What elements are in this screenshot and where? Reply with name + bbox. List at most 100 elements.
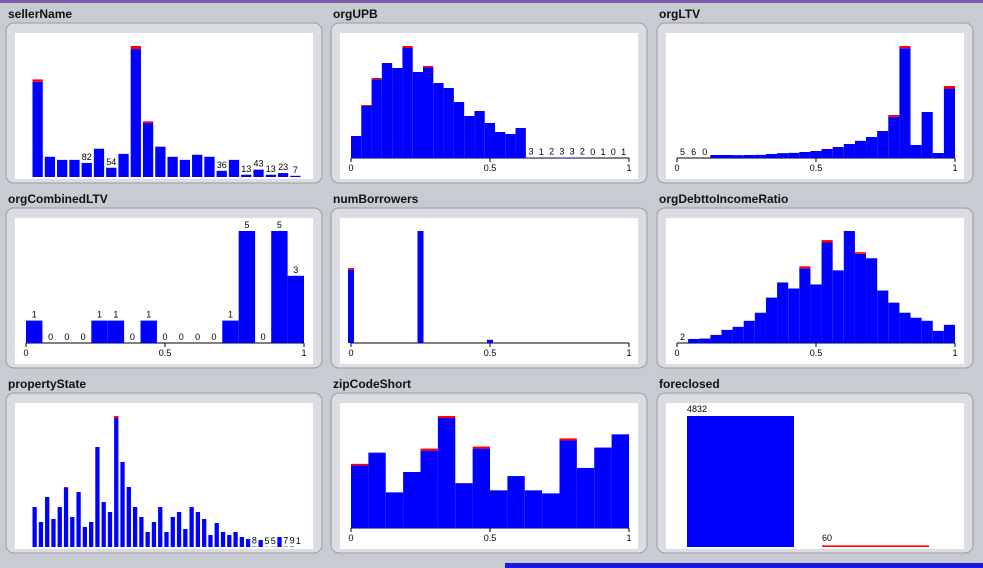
bar-segment	[402, 46, 413, 48]
bar-segment	[484, 123, 496, 158]
window-border	[0, 0, 983, 3]
bar-label: 5	[244, 220, 249, 230]
bar-segment	[142, 123, 154, 177]
bar-segment	[192, 154, 203, 177]
bar-segment	[788, 288, 800, 343]
bar-segment	[361, 106, 372, 158]
bar-segment	[32, 507, 37, 547]
x-tick-label: 0.5	[484, 348, 497, 358]
bar-segment	[106, 167, 117, 177]
bar-segment	[130, 49, 141, 177]
bar-segment	[348, 268, 354, 270]
bar-label: 5	[277, 220, 282, 230]
bar-segment	[810, 151, 822, 158]
bar-segment	[559, 438, 577, 441]
bar-segment	[114, 416, 119, 418]
x-tick-label: 0	[674, 163, 679, 173]
bar-segment	[899, 48, 911, 158]
bar-segment	[176, 512, 182, 547]
bar-label: 0	[162, 332, 167, 342]
bar-segment	[888, 115, 900, 117]
bar-segment	[202, 519, 207, 547]
bar-segment	[710, 155, 722, 158]
bar-segment	[743, 320, 755, 343]
bar-segment	[433, 83, 444, 158]
bar-label: 3	[559, 147, 564, 157]
bar-segment	[130, 46, 141, 50]
bar-label: 43	[254, 159, 264, 169]
bar-segment	[525, 157, 537, 158]
bar-segment	[507, 476, 525, 528]
bar-segment	[70, 517, 75, 547]
x-tick-label: 0.5	[810, 348, 823, 358]
bar-segment	[843, 144, 855, 158]
bar-segment	[239, 537, 244, 547]
bar-segment	[245, 539, 251, 547]
bar-label: 2	[680, 332, 685, 342]
bar-label: 0	[179, 332, 184, 342]
bar-segment	[821, 240, 833, 243]
bar	[822, 545, 929, 547]
bar-segment	[57, 507, 62, 547]
bar-segment	[474, 111, 485, 158]
bar-label: 0	[48, 332, 53, 342]
bar-segment	[799, 152, 811, 158]
bar-label: 13	[266, 164, 276, 174]
bar-segment	[287, 275, 304, 343]
panel-title: propertyState	[8, 377, 86, 391]
bar-segment	[132, 507, 138, 547]
bar-segment	[799, 268, 811, 343]
bar-segment	[765, 297, 778, 343]
bar-segment	[721, 155, 733, 158]
x-tick-label: 1	[952, 348, 957, 358]
bar-segment	[854, 252, 867, 254]
bar-segment	[63, 487, 69, 488]
bar-label: 3	[528, 147, 533, 157]
bar-segment	[832, 147, 844, 158]
bar-segment	[69, 159, 80, 177]
bar-segment	[38, 522, 44, 547]
bar-label: 7	[293, 165, 298, 175]
bar-segment	[402, 48, 413, 158]
bar-segment	[594, 447, 612, 528]
bar-segment	[932, 153, 944, 158]
bar-segment	[139, 517, 144, 547]
bottom-strip	[505, 563, 983, 568]
bar-segment	[222, 320, 239, 343]
bar-segment	[403, 472, 421, 528]
bar-segment	[437, 418, 456, 528]
bar-segment	[699, 338, 711, 343]
bar-segment	[208, 535, 213, 547]
bar-segment	[854, 253, 867, 343]
x-tick-label: 0	[23, 348, 28, 358]
bar-segment	[95, 447, 100, 547]
bar-segment	[472, 448, 490, 528]
bar-segment	[63, 488, 69, 547]
bar-segment	[799, 266, 811, 269]
bar-segment	[253, 169, 264, 177]
x-tick-label: 1	[626, 163, 631, 173]
bar-segment	[107, 512, 113, 547]
bar-label: 1	[296, 536, 301, 546]
bar-segment	[899, 312, 911, 343]
bar-segment	[524, 490, 543, 528]
bar-segment	[932, 330, 944, 343]
bar-segment	[204, 156, 215, 177]
bar-segment	[81, 162, 92, 177]
bar-segment	[866, 137, 878, 158]
bar-segment	[241, 174, 252, 177]
bar-segment	[265, 174, 276, 177]
bar-segment	[126, 487, 131, 547]
bar-label: 8	[252, 536, 257, 546]
bar-segment	[120, 462, 125, 547]
x-tick-label: 1	[626, 348, 631, 358]
bar-segment	[777, 153, 789, 158]
bar-segment	[821, 242, 833, 343]
bar-segment	[145, 532, 150, 547]
bar-segment	[290, 175, 301, 177]
bar-segment	[179, 159, 191, 177]
bar-segment	[170, 517, 175, 547]
bar-segment	[611, 434, 629, 528]
bar-segment	[101, 502, 106, 547]
panel-title: numBorrowers	[333, 192, 419, 206]
